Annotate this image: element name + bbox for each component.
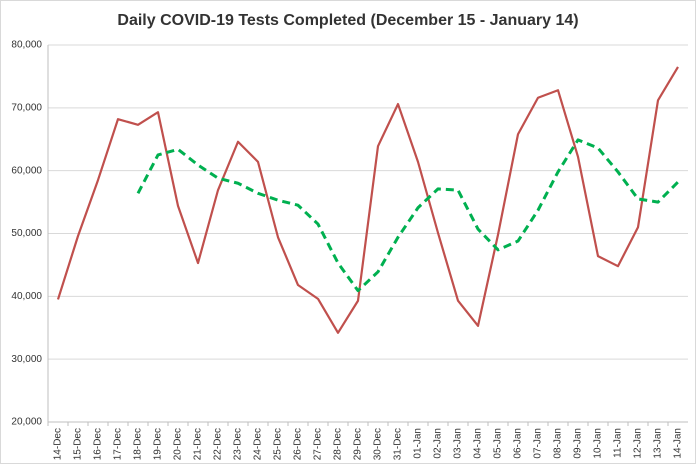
x-tick-label: 20-Dec [173, 428, 184, 460]
x-tick-label: 29-Dec [353, 428, 364, 460]
x-tick-label: 14-Dec [53, 428, 64, 460]
x-tick-label: 06-Jan [513, 428, 524, 459]
x-tick-label: 24-Dec [253, 428, 264, 460]
y-tick-label: 30,000 [11, 354, 42, 365]
x-tick-label: 10-Jan [593, 428, 604, 459]
x-tick-label: 28-Dec [333, 428, 344, 460]
x-tick-label: 31-Dec [393, 428, 404, 460]
x-tick-label: 04-Jan [473, 428, 484, 459]
chart-title: Daily COVID-19 Tests Completed (December… [117, 12, 578, 29]
series-line [56, 66, 679, 334]
x-tick-label: 25-Dec [273, 428, 284, 460]
x-tick-label: 05-Jan [493, 428, 504, 459]
x-tick-label: 08-Jan [553, 428, 564, 459]
x-tick-label: 02-Jan [433, 428, 444, 459]
x-tick-label: 17-Dec [113, 428, 124, 460]
x-tick-label: 30-Dec [373, 428, 384, 460]
y-tick-label: 70,000 [11, 102, 42, 113]
x-tick-label: 27-Dec [313, 428, 324, 460]
x-tick-label: 13-Jan [653, 428, 664, 459]
y-tick-label: 50,000 [11, 228, 42, 239]
x-tick-label: 15-Dec [73, 428, 84, 460]
x-tick-label: 14-Jan [673, 428, 684, 459]
x-tick-label: 18-Dec [133, 428, 144, 460]
x-tick-label: 11-Jan [613, 428, 624, 458]
x-tick-label: 01-Jan [413, 428, 424, 459]
x-tick-label: 07-Jan [533, 428, 544, 459]
x-tick-label: 16-Dec [93, 428, 104, 460]
y-tick-label: 80,000 [11, 40, 42, 51]
x-tick-label: 22-Dec [213, 428, 224, 460]
y-tick-label: 20,000 [11, 417, 42, 428]
x-tick-label: 21-Dec [193, 428, 204, 460]
x-tick-label: 26-Dec [293, 428, 304, 460]
x-tick-label: 12-Jan [633, 428, 644, 459]
y-tick-label: 60,000 [11, 165, 42, 176]
x-tick-label: 23-Dec [233, 428, 244, 460]
x-tick-label: 03-Jan [453, 428, 464, 459]
x-tick-label: 19-Dec [153, 428, 164, 460]
x-tick-label: 09-Jan [573, 428, 584, 459]
y-tick-label: 40,000 [11, 291, 42, 302]
series-line [136, 138, 680, 293]
